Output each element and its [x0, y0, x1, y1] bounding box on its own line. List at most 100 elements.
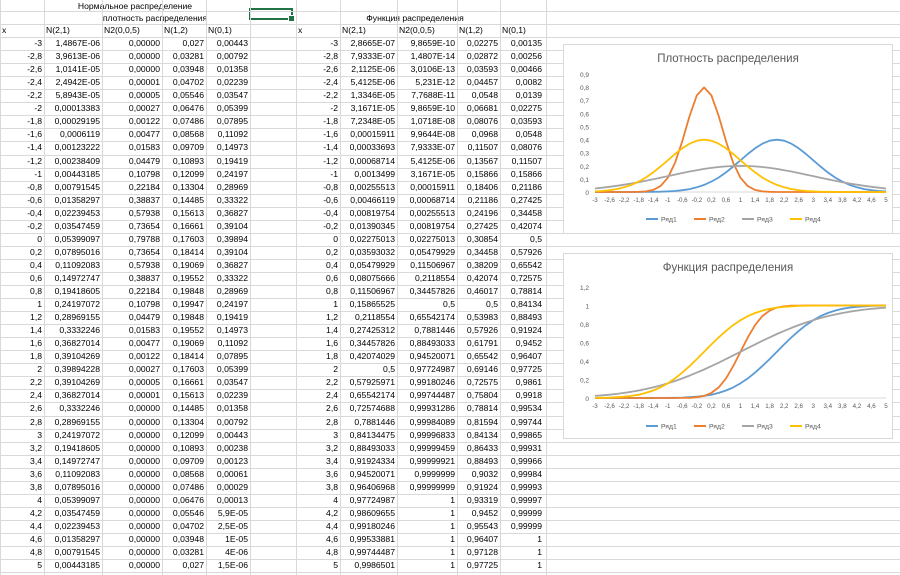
table-cell: 0,00443	[216, 430, 248, 440]
table-cell: 0,13567	[466, 156, 498, 166]
table-cell: 0,69146	[466, 364, 498, 374]
grid-row-line	[0, 50, 900, 51]
table-cell: 1	[450, 560, 455, 570]
table-cell: 0,97724987	[409, 364, 455, 374]
grid-row-line	[0, 572, 900, 573]
table-cell: 0,00238	[216, 443, 248, 453]
table-cell: 0,00000	[128, 534, 160, 544]
table-cell: 0,07895016	[54, 247, 100, 257]
y-tick-label: 0,9	[580, 72, 589, 79]
x-tick-label: 0,2	[707, 197, 716, 204]
table-cell: 0	[37, 234, 42, 244]
series-line-4	[594, 304, 886, 399]
grid-row-line	[0, 220, 900, 221]
table-cell: 0,00029	[216, 482, 248, 492]
cdf-chart[interactable]: Функция распределения 0 0,2 0,4 0,6 0,8 1 1,2 -…	[563, 253, 893, 439]
table-cell: 0,39894228	[54, 364, 100, 374]
table-cell: 3,6	[326, 469, 338, 479]
table-cell: 0,97725	[466, 560, 498, 570]
table-cell: 0,6	[30, 273, 42, 283]
table-cell: 0,06476	[172, 495, 204, 505]
table-cell: 1	[537, 534, 542, 544]
table-cell: 0,99534	[510, 403, 542, 413]
table-cell: 5,4125E-06	[350, 77, 395, 87]
y-tick-label: 1,2	[580, 285, 589, 292]
grid-row-line	[0, 76, 900, 77]
table-cell: 0,02239	[216, 77, 248, 87]
x-tick-label: 1,8	[765, 197, 774, 204]
table-cell: 0,00000	[128, 495, 160, 505]
y-tick-label: 0,6	[580, 341, 589, 348]
table-cell: 0,13304	[172, 417, 204, 427]
table-cell: 0,36827	[216, 208, 248, 218]
table-cell: 0,02872	[466, 51, 498, 61]
table-cell: -1,4	[323, 142, 338, 152]
table-cell: 0,5	[530, 234, 542, 244]
table-cell: 0,00000	[128, 521, 160, 531]
table-cell: 0,99984089	[409, 417, 455, 427]
table-cell: 0,00068714	[409, 195, 455, 205]
density-chart-plot: 00,10,20,30,40,50,60,70,80,9-3 -2,6 -2,2 -1…	[580, 72, 888, 224]
table-cell: 0,81594	[466, 417, 498, 427]
table-cell: 0,99931286	[409, 403, 455, 413]
y-tick-label: 1	[585, 304, 589, 311]
table-cell: 1,0718E-08	[410, 116, 455, 126]
table-cell: 9,8659E-10	[410, 38, 455, 48]
x-tick-label: 1,4	[751, 197, 760, 204]
selected-cell[interactable]	[249, 8, 295, 22]
x-tick-label: -0,2	[692, 403, 703, 410]
table-cell: 0,9918	[515, 390, 542, 400]
table-cell: 0,02275	[510, 103, 542, 113]
y-tick-label: 0,4	[580, 138, 589, 145]
table-cell: 0,57926	[466, 325, 498, 335]
table-cell: 0,99180246	[349, 521, 395, 531]
table-cell: 0,00000	[128, 38, 160, 48]
table-cell: 0,00000	[128, 403, 160, 413]
table-cell: -2,8	[323, 51, 338, 61]
right-col-header: N(0,1)	[502, 25, 526, 35]
table-cell: 0,39104	[216, 247, 248, 257]
grid-row-line	[0, 311, 900, 312]
table-cell: 0,00255513	[349, 182, 395, 192]
table-cell: 0	[333, 234, 338, 244]
table-cell: 4E-06	[225, 547, 248, 557]
table-cell: 0,2	[326, 247, 338, 257]
table-cell: 7,7688E-11	[411, 90, 455, 100]
table-cell: -0,4	[27, 208, 42, 218]
table-cell: 0,03281	[172, 51, 204, 61]
table-cell: 0,08076	[466, 116, 498, 126]
density-chart[interactable]: Плотность распределения 0 0,1 0,2 0,3 0,4 0,5…	[563, 44, 893, 234]
table-cell: 0,38209	[466, 260, 498, 270]
x-tick-label: -0,6	[677, 197, 688, 204]
table-cell: 1,4	[326, 325, 338, 335]
grid-row-line	[0, 546, 900, 547]
table-cell: 0,75804	[466, 390, 498, 400]
y-tick-label: 0,8	[580, 322, 589, 329]
table-cell: 0,94520071	[349, 469, 395, 479]
cdf-chart-title: Функция распределения	[662, 262, 794, 274]
table-cell: 0,9861	[515, 377, 542, 387]
table-cell: 0,027	[182, 560, 204, 570]
table-cell: 3,1671E-05	[410, 169, 455, 179]
table-cell: 0,02275	[466, 38, 498, 48]
table-cell: 0,09709	[172, 456, 204, 466]
table-cell: 0,96407	[510, 351, 542, 361]
table-cell: 0,00819754	[349, 208, 395, 218]
table-cell: 0,95543	[466, 521, 498, 531]
cdf-chart-plot: 0 0,2 0,4 0,6 0,8 1 1,2 -3 -2,6 -2,2 -1,8 -1,4 -1 -0,…	[580, 285, 888, 431]
table-cell: 0,14973	[216, 325, 248, 335]
grid-row-line	[0, 324, 900, 325]
left-col-header: N(2,1)	[46, 25, 70, 35]
x-tick-label: 5	[884, 403, 888, 410]
table-cell: 0,03547459	[54, 508, 100, 518]
table-cell: 2,2	[326, 377, 338, 387]
table-cell: 0,61791	[466, 338, 498, 348]
table-cell: -2,6	[323, 64, 338, 74]
table-cell: 0,01358	[216, 403, 248, 413]
left-col-header: N(1,2)	[164, 25, 188, 35]
table-cell: 5,231E-12	[415, 77, 455, 87]
grid-col-line	[340, 0, 341, 575]
table-cell: 4,6	[30, 534, 42, 544]
table-cell: 0,08568	[172, 469, 204, 479]
table-cell: 0,0082	[515, 77, 542, 87]
